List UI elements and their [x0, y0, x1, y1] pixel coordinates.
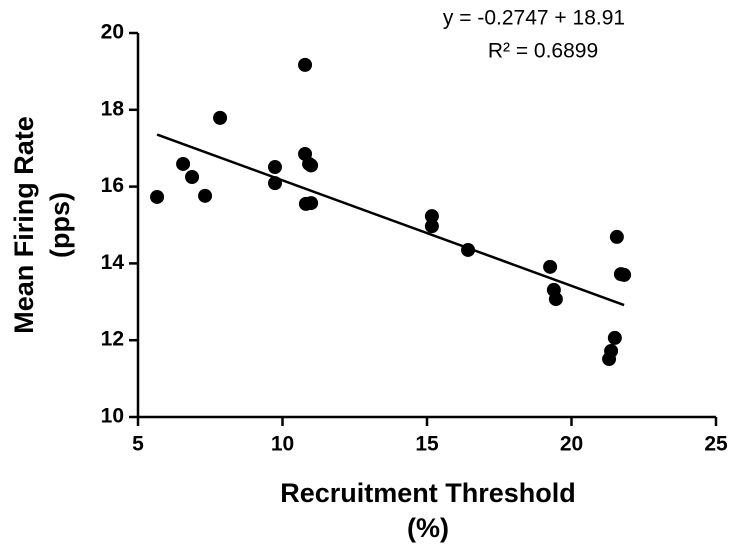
data-point [424, 209, 439, 224]
data-point [150, 189, 165, 204]
data-point [304, 158, 319, 173]
x-tick-label: 25 [704, 433, 728, 456]
y-tick-label: 12 [101, 328, 124, 351]
data-point [548, 292, 563, 307]
y-tick-label: 14 [101, 251, 125, 274]
x-tick-label: 10 [271, 433, 294, 456]
x-tick-label: 5 [132, 433, 144, 456]
data-point [298, 57, 313, 72]
x-tick-label: 20 [560, 433, 583, 456]
data-point [304, 196, 319, 211]
y-tick-label: 18 [101, 97, 125, 120]
y-tick-label: 16 [101, 174, 124, 197]
data-point [461, 242, 476, 257]
y-axis-label: Mean Firing Rate [9, 116, 39, 334]
data-point [609, 229, 624, 244]
x-axis-label: (%) [407, 513, 449, 543]
data-point [185, 170, 200, 184]
data-point [543, 259, 558, 274]
y-tick-label: 20 [101, 21, 124, 44]
y-tick-label: 10 [101, 405, 124, 428]
x-axis-label: Recruitment Threshold [280, 478, 576, 508]
data-point [424, 219, 439, 234]
data-point [267, 160, 282, 175]
fit-line [156, 133, 625, 307]
data-point [607, 330, 622, 345]
data-point [267, 176, 282, 191]
equation: y = -0.2747 + 18.91 [443, 7, 625, 30]
data-point [198, 188, 213, 203]
data-point [617, 267, 632, 282]
x-tick-label: 15 [415, 433, 439, 456]
data-point [213, 110, 228, 125]
data-point [602, 352, 617, 367]
y-axis-label: (pps) [45, 192, 75, 258]
data-point [176, 156, 191, 171]
r-squared: R² = 0.6899 [488, 40, 598, 63]
